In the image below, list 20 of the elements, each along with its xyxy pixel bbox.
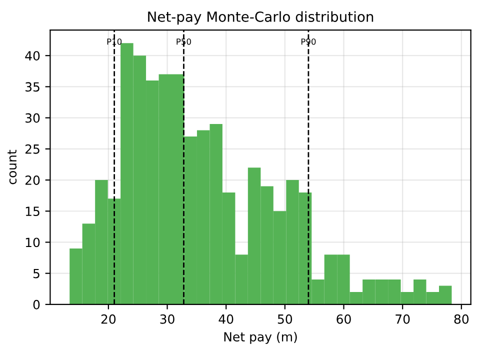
x-tick-label: 70	[396, 314, 410, 324]
x-axis-title: Net pay (m)	[224, 332, 297, 344]
x-tick-label: 80	[454, 314, 469, 324]
y-axis-title: count	[8, 150, 17, 184]
y-tick-label: 25	[25, 144, 40, 154]
y-tick-label: 10	[26, 238, 40, 248]
y-tick-label: 35	[26, 82, 40, 92]
x-tick-label: 50	[278, 314, 292, 324]
y-tick-label: 40	[25, 51, 40, 61]
y-tick-label: 20	[25, 175, 40, 185]
x-tick-label: 40	[218, 314, 234, 324]
x-tick-label: 60	[336, 314, 351, 324]
x-tick-label: 30	[160, 314, 174, 324]
y-tick-label: 15	[26, 206, 40, 216]
y-tick-label: 5	[33, 268, 40, 278]
y-tick-label: 0	[33, 300, 40, 310]
ref-line-label: P50	[176, 38, 191, 45]
y-tick-label: 30	[26, 113, 40, 123]
x-tick-label: 20	[101, 314, 116, 324]
chart-title: Net-pay Monte-Carlo distribution	[148, 11, 374, 25]
